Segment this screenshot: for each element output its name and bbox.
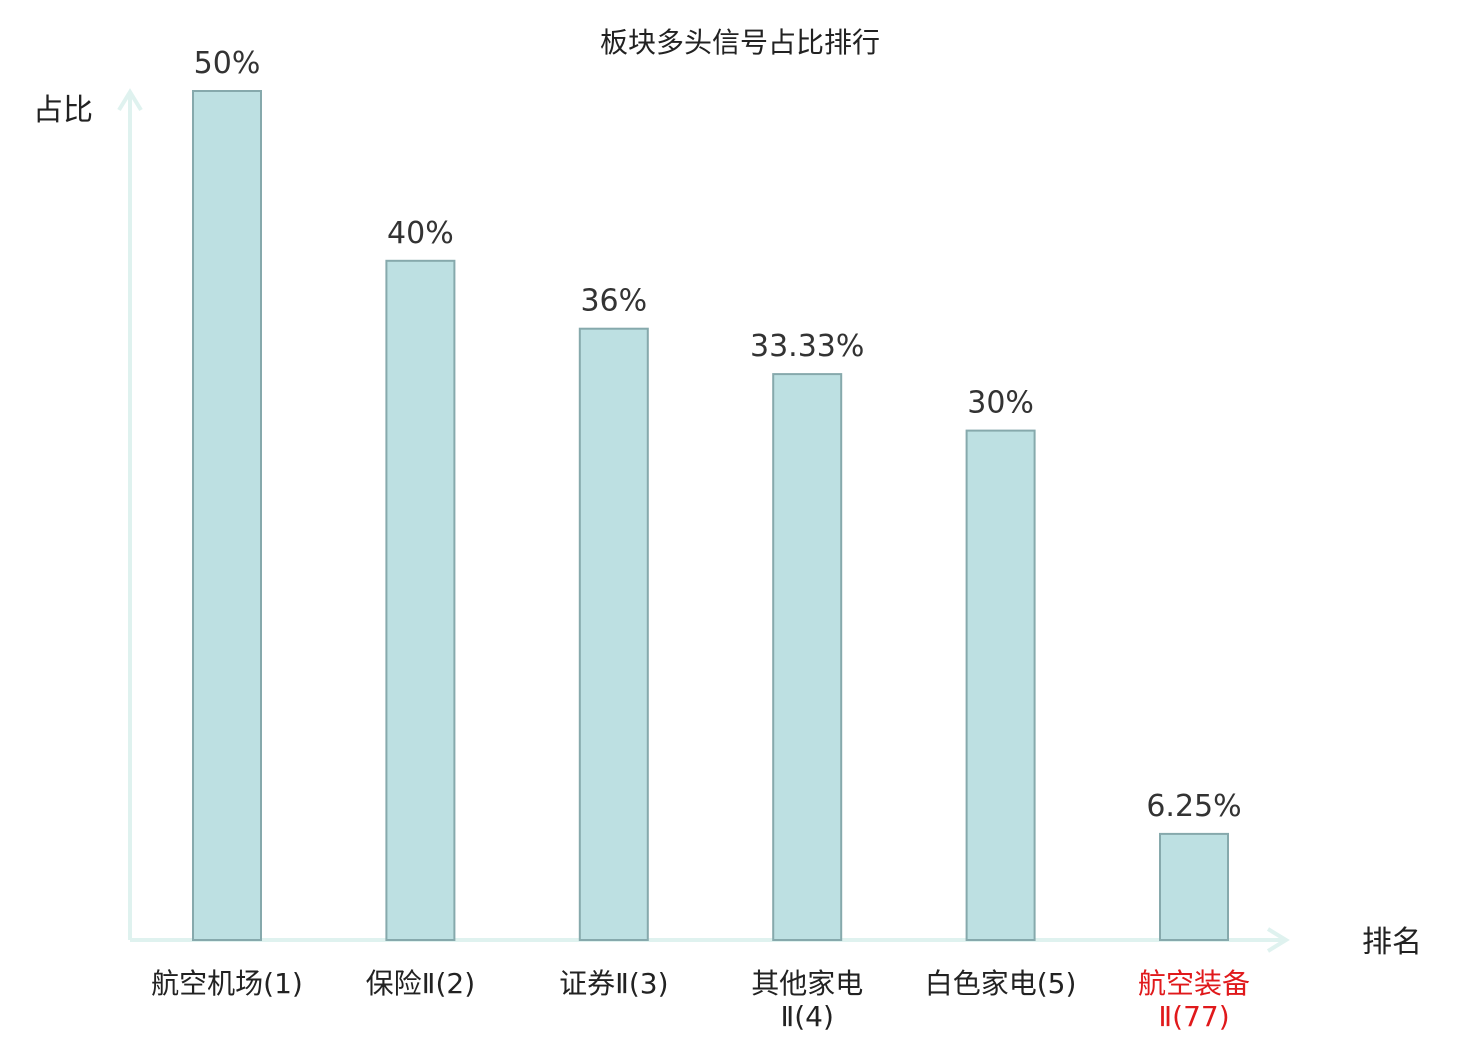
x-tick-label-line: 其他家电 <box>751 967 863 1000</box>
category-labels-group: 航空机场(1) 保险Ⅱ(2) 证券Ⅱ(3) 其他家电 Ⅱ(4)白色家电(5) 航空装备 Ⅱ(… <box>151 967 1250 1033</box>
bar <box>578 327 649 941</box>
bar <box>385 259 456 941</box>
bar <box>1159 832 1229 942</box>
x-tick-label-line: 证券Ⅱ(3) <box>559 967 668 1000</box>
x-axis-arrow-icon <box>1266 927 1290 953</box>
x-axis-label: 排名 <box>1362 925 1422 960</box>
bar <box>192 90 262 941</box>
x-tick-label: 白色家电(5) <box>925 967 1077 1000</box>
bar-value-label: 40% <box>387 216 454 251</box>
bar <box>772 373 843 942</box>
x-tick-label-line: 白色家电(5) <box>925 967 1077 1000</box>
y-axis-label: 占比 <box>33 93 93 128</box>
x-tick-label: 保险Ⅱ(2) <box>366 967 475 1000</box>
y-axis-arrow-icon <box>117 88 143 112</box>
bars-group <box>192 90 1229 942</box>
bar-value-label: 6.25% <box>1146 789 1241 824</box>
x-tick-label: 航空机场(1) <box>151 967 303 1000</box>
x-tick-label: 航空装备 Ⅱ(77) <box>1138 967 1250 1033</box>
bar-value-label: 50% <box>194 46 261 81</box>
value-labels-group: 50% 40% 36% 33.33% 30% 6.25% <box>194 46 1242 824</box>
x-tick-label-line: Ⅱ(77) <box>1158 1000 1229 1033</box>
chart-title: 板块多头信号占比排行 <box>600 26 880 59</box>
x-tick-label: 证券Ⅱ(3) <box>559 967 668 1000</box>
bar-value-label: 36% <box>580 284 647 319</box>
bar-value-label: 30% <box>967 386 1034 421</box>
bar <box>965 429 1036 941</box>
x-tick-label-line: Ⅱ(4) <box>780 1000 833 1033</box>
x-tick-label: 其他家电 Ⅱ(4) <box>751 967 863 1033</box>
x-tick-label-line: 航空装备 <box>1138 967 1250 1000</box>
x-tick-label-line: 航空机场(1) <box>151 967 303 1000</box>
x-tick-label-line: 保险Ⅱ(2) <box>366 967 475 1000</box>
bar-value-label: 33.33% <box>750 329 864 364</box>
